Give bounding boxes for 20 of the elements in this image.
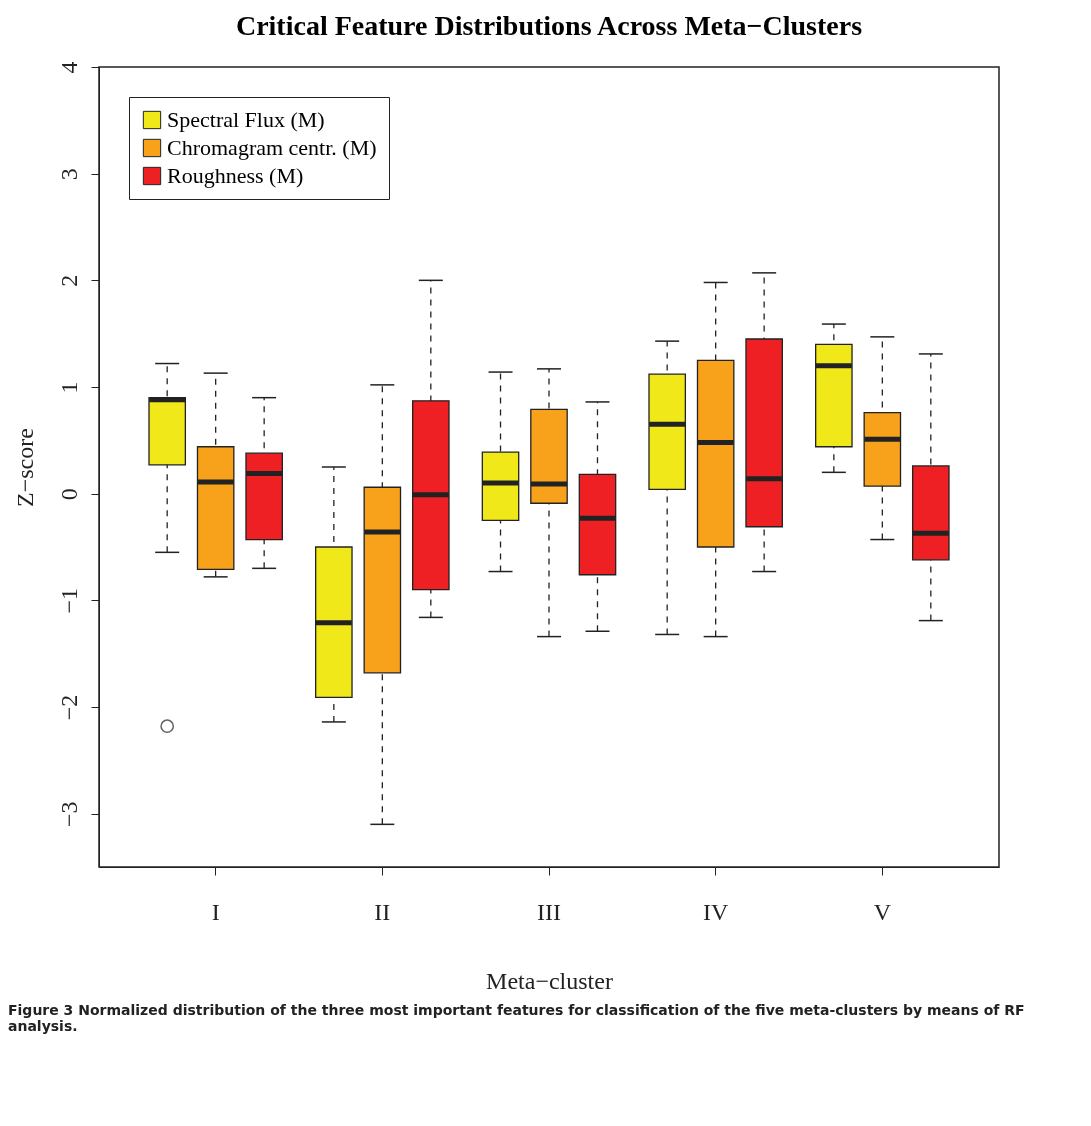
y-tick-label: −1: [55, 588, 82, 614]
x-tick-label: III: [537, 898, 561, 925]
y-tick-label: 2: [55, 274, 82, 287]
y-axis-title: Z−score: [11, 428, 38, 507]
legend-label: Chromagram centr. (M): [167, 135, 377, 160]
x-axis-title: Meta−cluster: [486, 967, 613, 994]
chart-title: Critical Feature Distributions Across Meta−Clusters: [235, 10, 863, 41]
y-tick-label: −3: [55, 801, 82, 827]
legend-label: Spectral Flux (M): [167, 107, 325, 132]
y-tick-label: 3: [55, 168, 82, 181]
y-tick-label: 0: [55, 488, 82, 501]
x-tick-label: II: [374, 898, 391, 925]
x-tick-label: I: [211, 898, 220, 925]
caption: Figure 3 Normalized distribution of the three most important features for classification of the five meta-clusters by means of RF analysis.: [8, 1002, 1026, 1034]
y-tick-label: 1: [55, 381, 82, 394]
y-tick-label: −2: [55, 694, 82, 721]
x-tick-label: V: [873, 898, 892, 925]
x-tick-label: IV: [703, 898, 729, 925]
y-tick-label: 4: [55, 61, 82, 74]
legend-label: Roughness (M): [167, 163, 304, 188]
